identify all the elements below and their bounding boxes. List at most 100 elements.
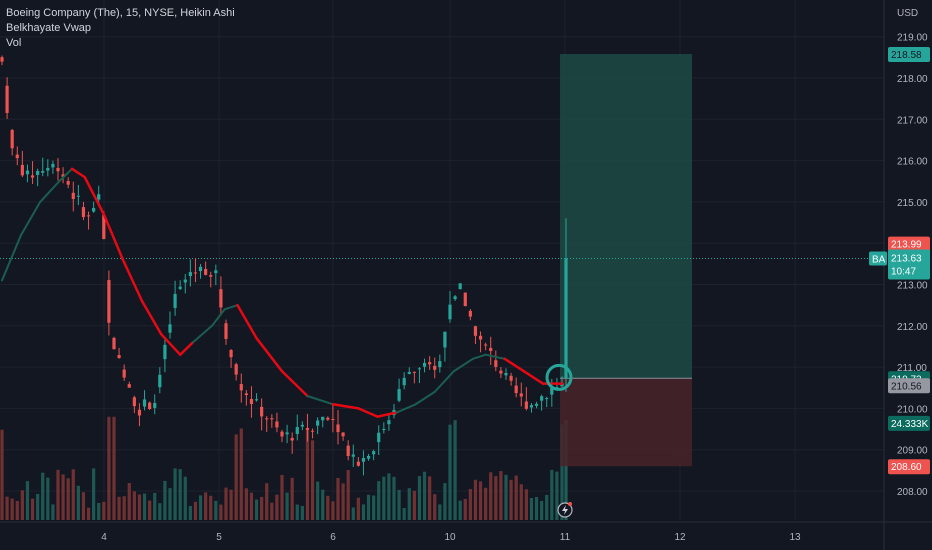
- volume-bar: [71, 469, 75, 520]
- candle-body: [214, 270, 218, 274]
- candle-body: [122, 369, 126, 378]
- candle-body: [41, 171, 45, 173]
- volume-bar: [346, 470, 350, 520]
- vwap-segment: [522, 369, 545, 385]
- last-price-tag: [888, 249, 930, 280]
- candle-body: [468, 310, 472, 317]
- candle-body: [275, 421, 279, 428]
- volume-bar: [224, 487, 228, 520]
- candle-body: [285, 432, 289, 435]
- price-tags: 218.58213.99213.6310:47BA210.73210.5624.…: [869, 47, 930, 475]
- volume-bar: [148, 500, 152, 520]
- legend-indicator-vol[interactable]: Vol: [6, 37, 22, 49]
- volume-bar: [560, 424, 564, 520]
- volume-bar: [489, 472, 493, 520]
- volume-bar: [107, 416, 111, 520]
- price-tick-label: 216.00: [897, 157, 928, 168]
- candle-body: [137, 409, 142, 416]
- price-tick-label: 210.00: [897, 404, 928, 415]
- volume-bar: [428, 476, 432, 520]
- price-tag-red: [888, 236, 930, 252]
- candle-body: [300, 424, 304, 427]
- candle-body: [316, 420, 320, 426]
- volume-bar: [61, 474, 65, 520]
- candle-body: [86, 215, 91, 217]
- candle-body: [331, 418, 335, 420]
- vwap-segment: [211, 308, 226, 327]
- candle-body: [407, 371, 411, 374]
- volume-bar: [372, 495, 376, 520]
- candle-body: [377, 432, 381, 443]
- volume-bar: [219, 504, 223, 520]
- vwap-segment: [178, 341, 195, 356]
- legend-symbol-line[interactable]: Boeing Company (The), 15, NYSE, Heikin A…: [6, 7, 235, 19]
- volume-bar: [499, 471, 503, 520]
- volume-bar: [86, 507, 91, 520]
- vwap-segment: [140, 299, 163, 336]
- last-price-label: 213.63: [891, 253, 922, 264]
- candle-body: [71, 192, 75, 199]
- volume-bar: [265, 483, 269, 520]
- volume-bar: [102, 501, 106, 520]
- markers: [545, 363, 573, 518]
- price-tag-label: 213.99: [891, 240, 922, 251]
- candle-body: [168, 324, 172, 333]
- price-tag-stop: [888, 459, 930, 475]
- time-axis[interactable]: 4 5 6 10 11 12 13: [0, 521, 932, 543]
- volume-bar: [295, 504, 299, 520]
- stop-zone: [560, 378, 692, 467]
- volume-bar: [351, 507, 355, 520]
- vwap-segment: [376, 411, 398, 418]
- candle-body: [473, 326, 478, 336]
- candle-body: [534, 403, 539, 406]
- candle-body: [92, 208, 96, 212]
- currency-label: USD: [897, 8, 918, 19]
- volume-bar: [534, 496, 539, 520]
- time-tick-label: 6: [330, 532, 336, 543]
- price-tag-label: 210.56: [891, 381, 922, 392]
- volume-bar: [132, 491, 136, 520]
- volume-bar: [254, 499, 259, 520]
- candle-body: [458, 283, 462, 290]
- volume-bar: [463, 498, 467, 520]
- volume-bar: [519, 484, 523, 520]
- candle-body: [81, 207, 86, 218]
- price-tick-label: 208.00: [897, 487, 928, 498]
- volume-bar: [142, 493, 147, 520]
- candle-body: [310, 430, 315, 432]
- volume-bar: [41, 472, 45, 520]
- candle-body: [509, 375, 513, 381]
- vwap-segment: [70, 167, 86, 179]
- candle-body: [193, 272, 198, 274]
- volume-bar: [443, 483, 447, 520]
- legend-indicator-vwap[interactable]: Belkhayate Vwap: [6, 22, 91, 34]
- candle-body: [417, 368, 422, 370]
- candle-body: [61, 174, 65, 177]
- flash-icon: [557, 502, 573, 518]
- volume-bars: [0, 416, 568, 520]
- volume-bar: [458, 500, 462, 520]
- candle-body: [127, 384, 131, 388]
- candle-body: [453, 296, 457, 300]
- candle-body: [117, 355, 121, 359]
- candle-body: [499, 370, 503, 374]
- candle-body: [356, 461, 360, 466]
- volume-bar: [407, 488, 411, 520]
- candle-body: [484, 344, 488, 346]
- volume-bar: [290, 477, 294, 520]
- candle-body: [402, 377, 406, 386]
- vwap-segment: [280, 369, 309, 398]
- volume-bar: [438, 504, 442, 520]
- candle-body: [66, 181, 70, 185]
- volume-bar: [92, 468, 96, 520]
- candle-body: [438, 361, 442, 368]
- volume-bar: [402, 507, 406, 520]
- vwap-segment: [223, 304, 239, 311]
- symbol-label: BA: [872, 254, 886, 265]
- time-tick-label: 11: [560, 532, 571, 543]
- volume-bar: [260, 496, 264, 520]
- volume-bar: [280, 474, 284, 520]
- candle-body: [112, 337, 116, 350]
- vwap-segment: [20, 200, 42, 236]
